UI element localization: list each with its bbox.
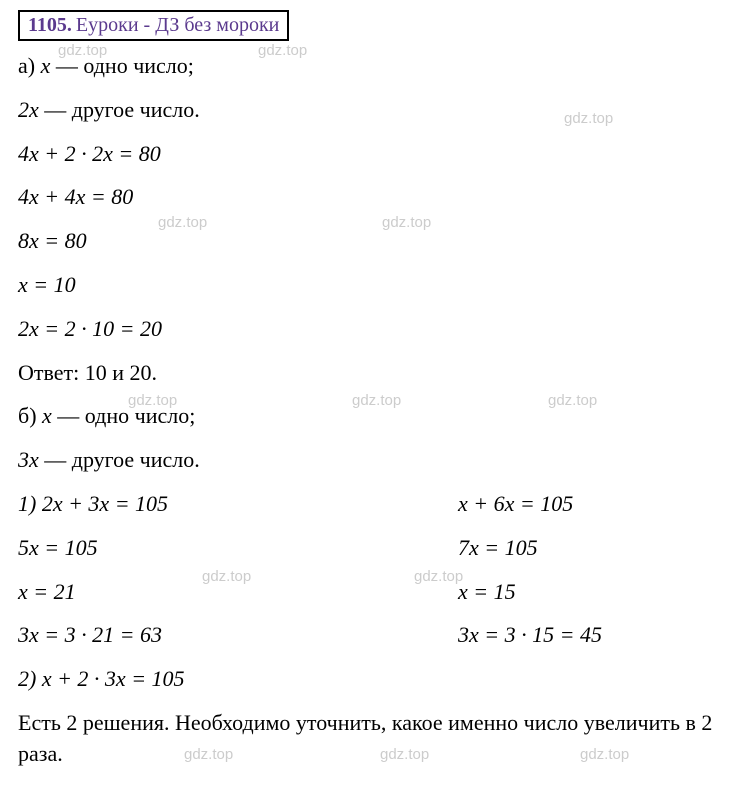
equation-2: 4x + 4x = 80	[18, 182, 725, 213]
conclusion: Есть 2 решения. Необходимо уточнить, как…	[18, 708, 725, 770]
column-left: 1) 2x + 3x = 105 5x = 105 x = 21 3x = 3 …	[18, 489, 458, 664]
equation-5: 2x = 2 · 10 = 20	[18, 314, 725, 345]
part-b-text2: — другое число.	[39, 447, 200, 472]
part-b-line1: б) x — одно число;	[18, 401, 725, 432]
equation-3: 8x = 80	[18, 226, 725, 257]
part-a-text2: — другое число.	[39, 97, 200, 122]
equation-1: 4x + 2 · 2x = 80	[18, 139, 725, 170]
b1-right2: 7x = 105	[458, 533, 725, 564]
var-x: x	[41, 53, 51, 78]
b1-left4: 3x = 3 · 21 = 63	[18, 620, 458, 651]
equation-4: x = 10	[18, 270, 725, 301]
b1-right1: x + 6x = 105	[458, 489, 725, 520]
part-b-label: б)	[18, 403, 42, 428]
b1-left2: 5x = 105	[18, 533, 458, 564]
column-right: x + 6x = 105 7x = 105 x = 15 3x = 3 · 15…	[458, 489, 725, 664]
b1-left1: 1) 2x + 3x = 105	[18, 489, 458, 520]
part-b-line2: 3x — другое число.	[18, 445, 725, 476]
problem-header: 1105. Еуроки - ДЗ без мороки	[18, 10, 289, 41]
b1-right4: 3x = 3 · 15 = 45	[458, 620, 725, 651]
part-a-line2: 2x — другое число.	[18, 95, 725, 126]
solution-columns: 1) 2x + 3x = 105 5x = 105 x = 21 3x = 3 …	[18, 489, 725, 664]
part-a-label: а)	[18, 53, 41, 78]
b1-right3: x = 15	[458, 577, 725, 608]
part-a-line1: а) x — одно число;	[18, 51, 725, 82]
answer-a: Ответ: 10 и 20.	[18, 358, 725, 389]
problem-source: Еуроки - ДЗ без мороки	[76, 14, 279, 36]
b1-left3: x = 21	[18, 577, 458, 608]
var-2x: 2x	[18, 97, 39, 122]
part-b-text1: — одно число;	[52, 403, 196, 428]
problem-number: 1105.	[28, 14, 72, 36]
b2-equation: 2) x + 2 · 3x = 105	[18, 664, 725, 695]
var-3x: 3x	[18, 447, 39, 472]
var-x-b: x	[42, 403, 52, 428]
part-a-text1: — одно число;	[50, 53, 194, 78]
